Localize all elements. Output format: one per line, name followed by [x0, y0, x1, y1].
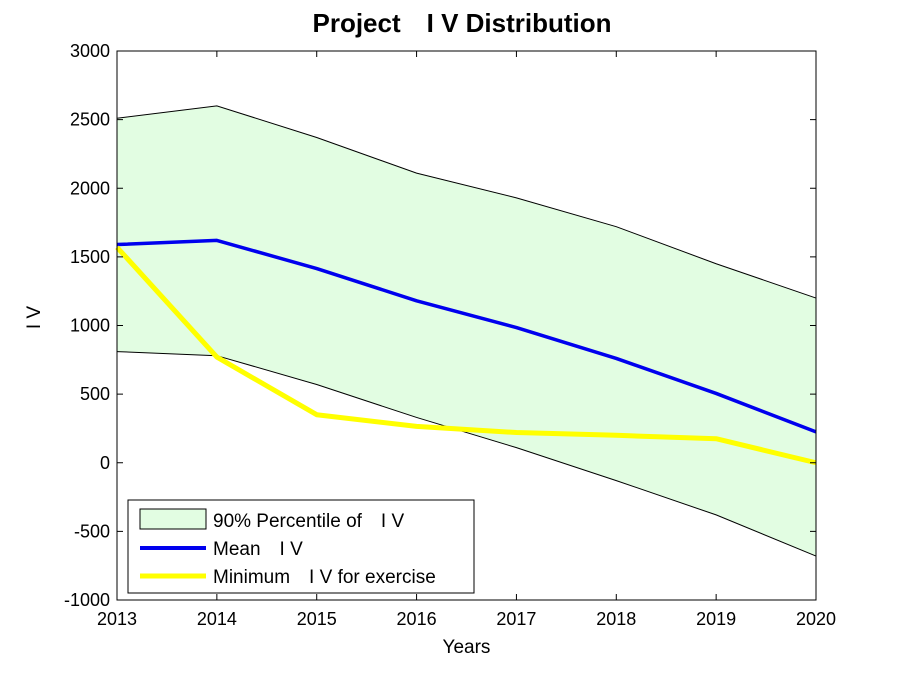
- x-tick-label: 2020: [796, 609, 836, 629]
- y-tick-label: -500: [74, 521, 110, 541]
- percentile-band-area: [117, 105, 816, 557]
- axes: 2013 2014 2015 2016 2017 2018 2019 2020 -1000 -50…: [64, 41, 836, 629]
- minimum-iv-line: [115, 245, 817, 466]
- y-axis-label: I V: [24, 306, 45, 330]
- legend-entry-mean: Mean I V: [213, 539, 303, 560]
- y-tick-label: 2000: [70, 178, 110, 198]
- percentile-band-upper-edge: [116, 105, 817, 299]
- x-axis-label: Years: [443, 637, 491, 658]
- y-tick-label: 3000: [70, 41, 110, 61]
- y-tick-label: 500: [80, 384, 110, 404]
- x-tick-label: 2016: [397, 609, 437, 629]
- x-tick-label: 2017: [496, 609, 536, 629]
- legend-swatch-band: [139, 508, 207, 530]
- y-tick-label: 2500: [70, 110, 110, 130]
- x-tick-label: 2014: [197, 609, 237, 629]
- y-tick-label: -1000: [64, 590, 110, 610]
- legend-entry-minimum: Minimum I V for exercise: [213, 567, 436, 588]
- series-layer: [115, 238, 817, 466]
- percentile-band-layer: [116, 105, 817, 557]
- chart-title: Project I V Distribution: [312, 8, 611, 38]
- x-tick-label: 2015: [297, 609, 337, 629]
- y-tick-label: 1000: [70, 316, 110, 336]
- legend: 90% Percentile of I V Mean I V Minimum I…: [127, 499, 475, 594]
- x-tick-label: 2018: [596, 609, 636, 629]
- y-tick-label: 1500: [70, 247, 110, 267]
- x-tick-label: 2019: [696, 609, 736, 629]
- mean-iv-line: [116, 238, 817, 434]
- x-tick-label: 2013: [97, 609, 137, 629]
- legend-entry-band: 90% Percentile of I V: [213, 511, 404, 532]
- y-tick-label: 0: [100, 453, 110, 473]
- percentile-band-lower-edge: [116, 351, 817, 557]
